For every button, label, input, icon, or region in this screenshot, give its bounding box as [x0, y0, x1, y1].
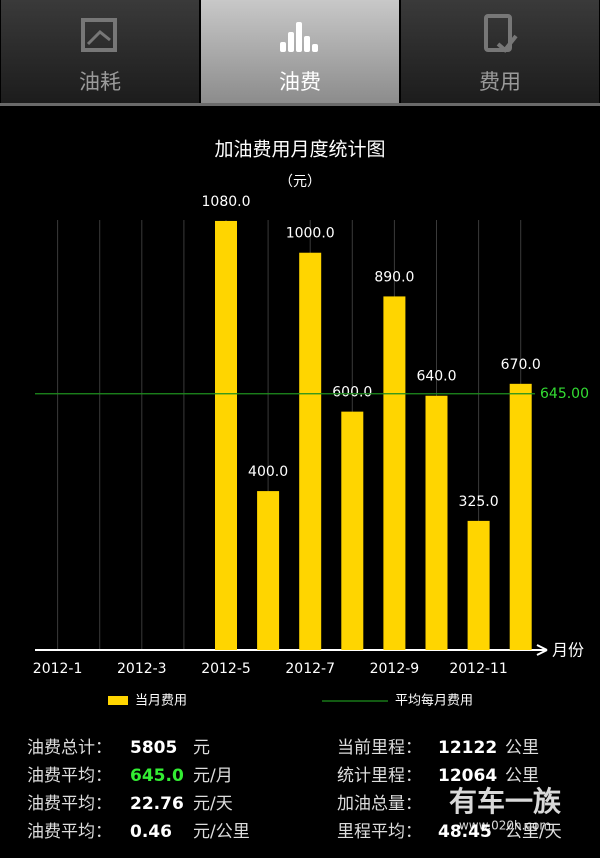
- x-tick-label: 2012-9: [370, 661, 420, 677]
- tab-icon: [288, 32, 294, 52]
- x-tick-label: 2012-3: [117, 661, 167, 677]
- tab-divider: [0, 103, 600, 106]
- stat-value: 12064: [438, 766, 497, 786]
- x-tick-label: 2012-1: [33, 661, 83, 677]
- stat-value: 22.76: [130, 794, 184, 814]
- stat-unit: 公里: [505, 766, 539, 786]
- stat-unit: 公里: [505, 738, 539, 758]
- chart-title: 加油费用月度统计图: [214, 139, 385, 161]
- chart-subtitle: （元）: [279, 174, 321, 190]
- stat-label: 油费平均：: [27, 794, 112, 814]
- value-label: 1000.0: [286, 226, 335, 242]
- stat-label: 加油总量：: [337, 794, 422, 814]
- stat-label: 统计里程：: [337, 766, 422, 786]
- stat-label: 里程平均：: [337, 822, 422, 842]
- stat-value: 0.46: [130, 822, 172, 842]
- value-label: 890.0: [374, 269, 414, 285]
- x-axis-arrow: [536, 644, 548, 656]
- value-label: 1080.0: [202, 194, 251, 210]
- stat-unit: 元: [193, 738, 210, 758]
- value-label: 600.0: [332, 385, 372, 401]
- stat-label: 油费平均：: [27, 766, 112, 786]
- stat-unit: 元/天: [193, 794, 233, 814]
- x-axis-label: 月份: [552, 641, 584, 660]
- tab-icon: [280, 42, 286, 52]
- tab-icon: [312, 44, 318, 52]
- legend-label: 平均每月费用: [395, 693, 473, 709]
- stat-value: 645.0: [130, 766, 184, 786]
- legend-swatch: [108, 696, 128, 705]
- tab-label[interactable]: 油耗: [79, 70, 121, 94]
- stat-unit: 公里/天: [505, 822, 562, 842]
- stat-value: 5805: [130, 738, 177, 758]
- bar: [509, 383, 532, 650]
- bar: [383, 296, 406, 650]
- tab-icon: [296, 22, 302, 52]
- bar: [257, 491, 280, 650]
- x-tick-label: 2012-11: [449, 661, 508, 677]
- tab-icon: [81, 18, 117, 52]
- stat-value: 48.45: [438, 822, 492, 842]
- tab-icon: [496, 34, 518, 53]
- chart: 2012-1 2012-3 2012-5 2012-7 2012-9 2012-11 月份 1…: [33, 194, 589, 709]
- legend-label: 当月费用: [135, 694, 187, 709]
- tab-label[interactable]: 费用: [479, 70, 521, 94]
- value-label: 400.0: [248, 464, 288, 480]
- tab-label[interactable]: 油费: [279, 70, 321, 94]
- x-tick-label: 2012-5: [201, 661, 251, 677]
- bar: [425, 395, 448, 650]
- bar: [341, 411, 364, 650]
- value-label: 640.0: [416, 369, 456, 385]
- tab-bar: 油耗 油费 费用: [1, 0, 599, 103]
- stat-unit: 元/月: [193, 766, 233, 786]
- value-label: 325.0: [459, 494, 499, 510]
- stat-value: 12122: [438, 738, 497, 758]
- bar: [467, 520, 490, 650]
- watermark: 有车一族: [449, 785, 562, 818]
- watermark-url: www.020h.com: [459, 819, 551, 833]
- stat-label: 油费平均：: [27, 822, 112, 842]
- stat-unit: 元/公里: [193, 822, 250, 842]
- tab-icon: [484, 14, 512, 52]
- tab-icon: [304, 36, 310, 52]
- tab-icon: [86, 29, 111, 46]
- bar: [299, 252, 322, 650]
- bar: [215, 220, 237, 651]
- stat-label: 油费总计：: [27, 738, 112, 758]
- average-label: 645.00: [540, 386, 589, 402]
- value-label: 670.0: [501, 357, 541, 373]
- x-tick-label: 2012-7: [285, 661, 335, 677]
- stat-label: 当前里程：: [337, 738, 422, 758]
